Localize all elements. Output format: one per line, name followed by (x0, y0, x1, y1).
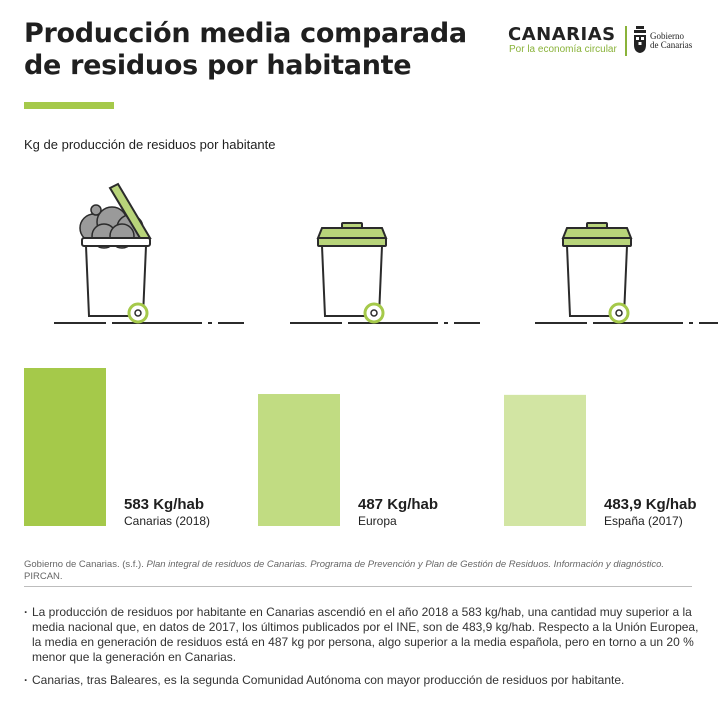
source-citation: Gobierno de Canarias. (s.f.). Plan integ… (24, 559, 674, 583)
logo-wordmark: CANARIAS (508, 24, 616, 45)
garbage-bag-knot (90, 204, 102, 216)
source-title: Plan integral de residuos de Canarias. P… (146, 559, 665, 570)
bin-lid (561, 227, 633, 239)
bar-category-label: España (2017) (604, 514, 683, 528)
bar-category-label: Europa (358, 514, 397, 528)
coat-of-arms-icon (634, 26, 646, 53)
note-item: La producción de residuos por habitante … (24, 605, 700, 665)
logo-gov-line-2: de Canarias (650, 40, 693, 50)
bar-2 (258, 394, 340, 526)
source-suffix: PIRCAN. (24, 571, 63, 582)
logo-government-text: Gobierno de Canarias (650, 32, 692, 50)
title-line-2: de residuos por habitante (24, 50, 412, 81)
bin-wheel-hub (134, 309, 142, 317)
title-line-1: Producción media comparada (24, 18, 467, 49)
bin-rim (317, 237, 387, 247)
title-accent-bar (24, 102, 114, 109)
note-item: Canarias, tras Baleares, es la segunda C… (24, 673, 700, 688)
bin-handle (341, 222, 363, 229)
bin-rim (81, 237, 151, 247)
bin-wheel-hub (370, 309, 378, 317)
chart-subtitle: Kg de producción de residuos por habitan… (24, 137, 276, 152)
notes-list: La producción de residuos por habitante … (24, 605, 700, 696)
logo-divider (625, 26, 627, 56)
bin-rim (562, 237, 632, 247)
bin-handle (586, 222, 608, 229)
source-prefix: Gobierno de Canarias. (s.f.). (24, 559, 147, 570)
page-title: Producción media comparada de residuos p… (24, 18, 484, 82)
logo-tagline: Por la economía circular (509, 44, 617, 55)
bar-value-label: 487 Kg/hab (358, 496, 438, 513)
logo-gov-line-1: Gobierno (650, 31, 684, 41)
bin-wheel-hub (615, 309, 623, 317)
bin-lid (316, 227, 388, 239)
divider-line (24, 586, 692, 587)
bar-category-label: Canarias (2018) (124, 514, 210, 528)
bin-lid-open (108, 182, 152, 239)
bar-1 (24, 368, 106, 526)
bar-value-label: 583 Kg/hab (124, 496, 204, 513)
bar-value-label: 483,9 Kg/hab (604, 496, 697, 513)
bar-3 (504, 394, 586, 526)
